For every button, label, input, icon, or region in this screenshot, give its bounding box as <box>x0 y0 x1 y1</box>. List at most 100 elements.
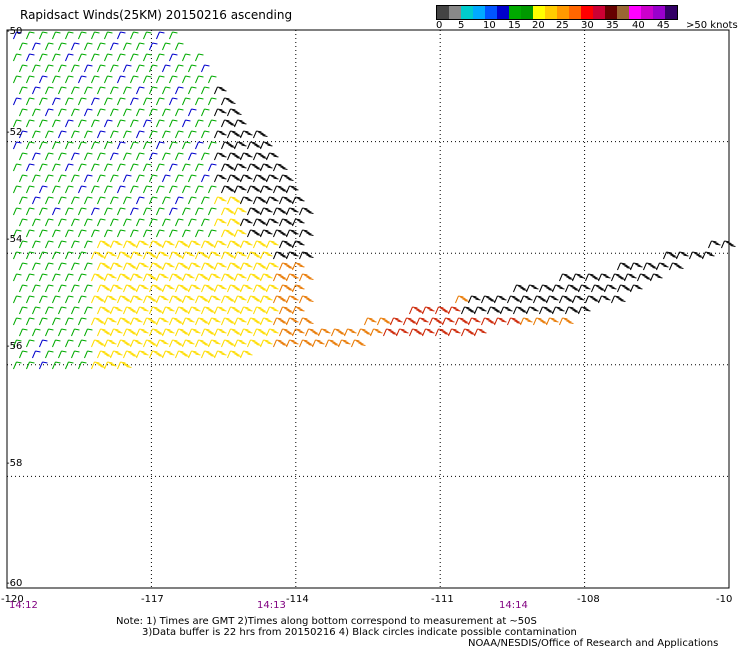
wind-barb <box>25 119 35 128</box>
wind-barb <box>135 196 145 205</box>
wind-barb <box>688 251 704 260</box>
wind-barb <box>31 86 41 95</box>
wind-barb <box>285 273 299 282</box>
wind-barb <box>252 130 268 139</box>
wind-barb <box>220 229 236 238</box>
wind-barb <box>187 152 197 161</box>
wind-barb <box>122 328 138 337</box>
wind-barb <box>109 108 119 117</box>
wind-barb <box>129 229 139 238</box>
wind-barb <box>291 306 305 315</box>
legend-label: 40 <box>632 20 645 31</box>
wind-barb <box>103 97 113 106</box>
wind-barb <box>96 284 112 293</box>
wind-barb <box>70 86 80 95</box>
wind-barb <box>597 273 611 282</box>
wind-barb <box>135 306 149 315</box>
wind-barb <box>200 152 210 161</box>
legend-label: 30 <box>581 20 594 31</box>
wind-barb <box>122 130 132 139</box>
wind-barb <box>259 295 273 304</box>
wind-barb <box>142 339 158 348</box>
wind-barb <box>226 350 242 359</box>
wind-barb <box>31 284 41 293</box>
wind-barb <box>434 328 450 337</box>
wind-barb <box>220 141 236 150</box>
wind-barb <box>291 240 305 249</box>
wind-barb <box>25 273 35 282</box>
wind-barb <box>480 317 496 326</box>
wind-barb <box>64 295 74 304</box>
wind-barb <box>200 262 216 271</box>
legend-swatch <box>569 6 581 19</box>
wind-barb <box>51 273 61 282</box>
wind-barb <box>506 295 522 304</box>
wind-barb <box>103 339 117 348</box>
wind-barb <box>51 119 61 128</box>
wind-barb <box>213 306 227 315</box>
wind-barb <box>168 53 178 62</box>
wind-barb <box>90 53 100 62</box>
wind-barb <box>525 284 539 293</box>
wind-barb <box>200 64 210 73</box>
wind-barb <box>194 97 204 106</box>
wind-barb <box>77 229 87 238</box>
wind-barb <box>25 141 35 150</box>
legend-label: 35 <box>606 20 619 31</box>
wind-barb <box>142 317 158 326</box>
wind-barb <box>259 273 273 282</box>
legend-label: 15 <box>508 20 521 31</box>
wind-barb <box>246 317 262 326</box>
wind-barb <box>116 273 132 282</box>
wind-barb <box>116 119 126 128</box>
wind-barb <box>116 295 132 304</box>
wind-barb <box>285 207 299 216</box>
wind-barb <box>83 262 93 271</box>
wind-barb <box>265 152 279 161</box>
wind-barb <box>181 229 191 238</box>
wind-barb <box>590 284 606 293</box>
wind-barb <box>239 218 253 227</box>
wind-barb <box>142 163 152 172</box>
wind-barb <box>467 295 481 304</box>
wind-barb <box>103 295 117 304</box>
wind-barb <box>226 306 242 315</box>
wind-barb <box>532 317 548 326</box>
wind-barb <box>512 306 528 315</box>
wind-barb <box>103 207 113 216</box>
wind-barb <box>122 306 138 315</box>
wind-barbs <box>12 31 736 370</box>
wind-barb <box>70 350 80 359</box>
wind-barb <box>57 108 67 117</box>
wind-barb <box>233 295 247 304</box>
wind-barb <box>51 317 61 326</box>
wind-barb <box>57 130 67 139</box>
wind-barb <box>226 174 242 183</box>
wind-barb <box>564 306 580 315</box>
wind-barb <box>103 251 117 260</box>
time-label: 14:12 <box>9 600 38 611</box>
legend-swatch <box>629 6 641 19</box>
wind-barb <box>44 218 54 227</box>
wind-barb <box>31 42 41 51</box>
wind-barb <box>109 306 123 315</box>
wind-barb <box>200 284 216 293</box>
wind-barb <box>70 108 80 117</box>
wind-barb <box>259 229 273 238</box>
wind-barb <box>70 152 80 161</box>
wind-barb <box>44 328 54 337</box>
wind-barb <box>161 196 171 205</box>
map-title: Rapidsact Winds(25KM) 20150216 ascending <box>20 8 293 22</box>
wind-barb <box>129 207 139 216</box>
wind-barb <box>38 207 48 216</box>
wind-barb <box>181 97 191 106</box>
wind-barb <box>239 284 253 293</box>
wind-barb <box>25 185 35 194</box>
note-line-2: 3)Data buffer is 22 hrs from 20150216 4)… <box>142 627 577 638</box>
wind-barb <box>207 229 217 238</box>
wind-barb <box>90 273 106 282</box>
wind-barb <box>83 130 93 139</box>
wind-barb <box>252 196 268 205</box>
wind-barb <box>220 295 236 304</box>
wind-barb <box>168 75 178 84</box>
